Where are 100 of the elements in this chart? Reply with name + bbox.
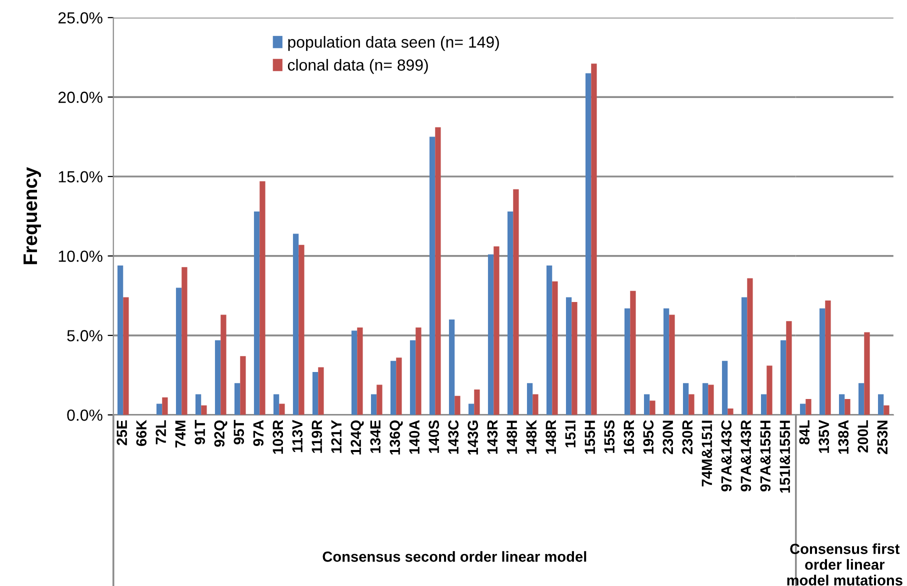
bar — [448, 320, 455, 415]
x-tick-label: 143C — [448, 420, 459, 454]
bar — [858, 383, 864, 415]
bar — [552, 281, 558, 415]
bar — [546, 266, 552, 415]
x-tick-label: 151I&155H — [780, 420, 790, 493]
y-tick-label: 20.0% — [58, 92, 102, 103]
bar — [123, 297, 129, 415]
x-tick-label: 230R — [682, 420, 693, 454]
x-axis-title: Consensus first order linear model mutations — [787, 543, 902, 586]
x-tick-label: 200L — [858, 420, 868, 452]
x-tick-label: 140A — [409, 420, 420, 454]
bar — [766, 366, 772, 415]
bar — [494, 246, 500, 415]
bar — [650, 400, 656, 415]
bar — [468, 404, 474, 415]
x-tick-label: 195C — [643, 420, 654, 454]
y-tick-label: 15.0% — [58, 171, 102, 182]
bar — [162, 397, 168, 415]
bar — [572, 302, 578, 415]
x-tick-label: 113V — [292, 420, 303, 452]
bar — [396, 358, 402, 415]
legend-label: clonal data (n= 899) — [288, 58, 428, 74]
bar — [214, 340, 221, 415]
x-tick-label: 74M — [175, 420, 186, 448]
bar — [410, 340, 416, 415]
x-tick-label: 148R — [546, 420, 556, 454]
bar — [429, 136, 436, 415]
bar — [376, 384, 382, 415]
bar — [351, 330, 358, 415]
bar — [780, 340, 786, 415]
bar — [844, 398, 850, 415]
x-tick-label: 119R — [312, 420, 322, 453]
x-tick-label: 124Q — [350, 420, 364, 455]
bar — [825, 300, 831, 415]
bar — [760, 394, 767, 415]
bar — [273, 394, 280, 415]
x-tick-label: 155H — [584, 420, 596, 454]
bar — [220, 314, 226, 415]
x-tick-label: 135V — [818, 420, 830, 453]
bar — [240, 356, 246, 415]
bar — [688, 394, 694, 415]
y-tick-label: 10.0% — [58, 250, 102, 262]
x-tick-label: 148H — [506, 420, 518, 454]
x-tick-label: 143G — [468, 420, 478, 455]
bar — [312, 372, 318, 415]
bar — [195, 394, 202, 415]
bar — [722, 360, 728, 415]
bar — [156, 404, 162, 415]
bar — [819, 308, 826, 415]
x-tick-label: 253N — [877, 420, 888, 454]
bar — [260, 181, 266, 415]
bar — [585, 73, 592, 415]
y-tick-label: 0.0% — [67, 410, 102, 421]
bar — [279, 404, 285, 415]
bar — [532, 394, 538, 415]
bar — [747, 278, 753, 415]
bar — [176, 288, 182, 415]
bar — [318, 367, 324, 415]
bar — [526, 383, 533, 415]
x-tick-label: 140S — [428, 420, 440, 453]
x-tick-label: 103R — [272, 420, 284, 454]
bar — [741, 297, 748, 415]
x-tick-label: 95T — [234, 420, 244, 444]
bar — [390, 360, 396, 415]
bar — [298, 244, 304, 415]
bar — [234, 383, 240, 415]
x-tick-label: 97A&143C — [721, 420, 732, 492]
bar — [708, 384, 714, 415]
bar — [728, 408, 734, 415]
bar — [513, 189, 519, 415]
bar — [878, 394, 884, 415]
x-tick-label: 163R — [624, 420, 634, 454]
bar — [435, 127, 441, 415]
x-tick-label: 151I — [565, 420, 576, 448]
x-tick-label: 134E — [370, 420, 381, 453]
bar — [254, 211, 260, 415]
bar — [488, 254, 494, 415]
x-tick-label: 84L — [799, 420, 810, 444]
bar — [669, 314, 675, 415]
x-tick-label: 91T — [194, 420, 206, 444]
x-tick-label: 97A&143R — [740, 420, 752, 492]
x-tick-label: 97A — [253, 420, 264, 446]
x-tick-label: 136Q — [390, 420, 403, 455]
legend-label: population data seen (n= 149) — [288, 36, 499, 51]
bar — [806, 398, 812, 415]
y-tick-label: 5.0% — [67, 330, 102, 342]
y-axis-title: Frequency — [24, 167, 42, 264]
bar — [357, 327, 363, 415]
bar — [663, 308, 670, 415]
y-tick-label: 25.0% — [58, 12, 102, 24]
x-tick-label: 25E — [116, 420, 128, 446]
bar — [566, 297, 572, 415]
x-tick-label: 143R — [487, 420, 498, 454]
x-tick-label: 121Y — [331, 420, 342, 453]
bar — [454, 396, 460, 415]
bar — [644, 394, 650, 415]
x-tick-label: 138A — [838, 420, 849, 454]
bar — [370, 394, 377, 415]
bar — [292, 234, 299, 415]
